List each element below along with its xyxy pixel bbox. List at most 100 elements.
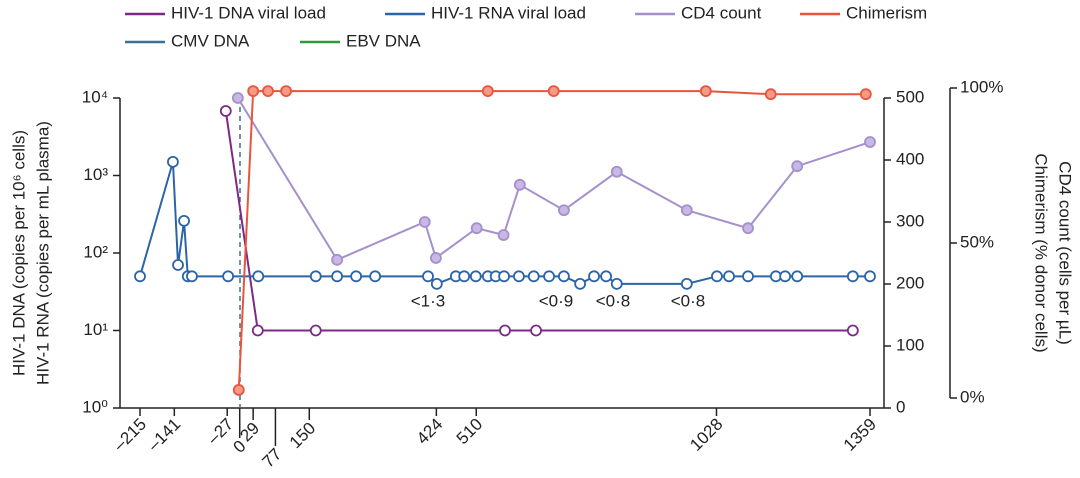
y3-tick-label: 50% bbox=[960, 232, 994, 251]
series-line bbox=[224, 110, 853, 332]
data-point bbox=[178, 214, 190, 227]
data-point bbox=[791, 160, 804, 173]
x-tick-label: –141 bbox=[144, 415, 184, 455]
annotation: <0·9 bbox=[539, 291, 574, 310]
data-point bbox=[331, 253, 344, 266]
data-point bbox=[309, 270, 322, 283]
y2-tick-label: 100 bbox=[896, 335, 924, 354]
data-point bbox=[846, 324, 859, 337]
data-point bbox=[422, 270, 434, 283]
y2-tick-label: 0 bbox=[896, 397, 905, 416]
data-point bbox=[588, 270, 600, 283]
data-point bbox=[497, 229, 510, 241]
legend-label: CMV DNA bbox=[171, 31, 250, 50]
x-tick-label: 1028 bbox=[686, 415, 726, 455]
data-point bbox=[610, 277, 623, 290]
legend-label: CD4 count bbox=[681, 3, 762, 22]
data-point bbox=[846, 270, 859, 283]
data-point bbox=[530, 324, 542, 337]
data-point bbox=[864, 136, 876, 148]
data-point bbox=[222, 270, 235, 283]
legend-label: HIV-1 DNA viral load bbox=[171, 3, 326, 22]
data-point bbox=[791, 270, 804, 283]
data-point bbox=[186, 270, 198, 283]
data-point bbox=[498, 270, 510, 283]
x-tick-label: –215 bbox=[110, 415, 150, 455]
data-point bbox=[458, 270, 471, 283]
y3-tick-label: 100% bbox=[960, 77, 1003, 96]
y2-axis-title: CD4 count (cells per µL) bbox=[1056, 161, 1075, 345]
data-point bbox=[429, 252, 442, 264]
annotation: <0·8 bbox=[671, 291, 706, 310]
data-point bbox=[764, 88, 777, 101]
data-point bbox=[262, 85, 274, 97]
data-point bbox=[742, 222, 754, 235]
data-point bbox=[499, 324, 511, 337]
data-point bbox=[280, 85, 292, 97]
data-point bbox=[470, 222, 483, 235]
series-line bbox=[237, 90, 866, 390]
data-point bbox=[251, 324, 264, 337]
x-tick-label: 424 bbox=[413, 415, 446, 448]
y-tick-label: 10¹ bbox=[83, 320, 108, 339]
annotation: <0·8 bbox=[596, 291, 631, 310]
data-point bbox=[610, 165, 623, 178]
data-point bbox=[331, 270, 344, 283]
y2-axis-title: Chimerism (% donor cells) bbox=[1032, 153, 1051, 352]
x-tick-label: 510 bbox=[453, 415, 486, 448]
data-point bbox=[600, 270, 613, 283]
y2-tick-label: 300 bbox=[896, 211, 924, 230]
data-point bbox=[430, 277, 443, 290]
x-tick-label: 77 bbox=[259, 445, 286, 472]
data-point bbox=[543, 270, 555, 283]
x-tick-label: 1359 bbox=[840, 415, 880, 455]
data-point bbox=[547, 85, 560, 97]
legend-label: Chimerism bbox=[846, 3, 927, 22]
data-point bbox=[513, 178, 526, 191]
y-tick-label: 10³ bbox=[83, 165, 108, 184]
data-point bbox=[859, 88, 872, 101]
legend-label: HIV-1 RNA viral load bbox=[431, 3, 586, 22]
data-point bbox=[369, 270, 382, 283]
data-point bbox=[558, 270, 570, 283]
y-axis-title: HIV-1 RNA (copies per mL plasma) bbox=[33, 121, 52, 385]
y-tick-label: 10⁰ bbox=[82, 397, 108, 416]
data-point bbox=[350, 270, 363, 283]
data-point bbox=[699, 85, 712, 97]
data-point bbox=[723, 270, 735, 283]
data-point bbox=[864, 270, 876, 283]
data-point bbox=[167, 155, 179, 168]
y-tick-label: 10⁴ bbox=[82, 87, 108, 106]
data-point bbox=[252, 270, 265, 283]
y2-tick-label: 500 bbox=[896, 87, 924, 106]
x-tick-label: 150 bbox=[286, 419, 319, 452]
data-point bbox=[711, 270, 723, 283]
data-point bbox=[558, 204, 570, 217]
y3-tick-label: 0% bbox=[960, 387, 985, 406]
data-point bbox=[309, 324, 322, 337]
data-point bbox=[232, 384, 245, 396]
data-point bbox=[172, 259, 184, 271]
data-point bbox=[247, 85, 260, 97]
data-point bbox=[418, 216, 431, 228]
y2-tick-label: 200 bbox=[896, 273, 924, 292]
y2-tick-label: 400 bbox=[896, 149, 924, 168]
data-point bbox=[513, 270, 525, 283]
data-point bbox=[219, 105, 232, 117]
data-point bbox=[134, 270, 146, 283]
y-tick-label: 10² bbox=[83, 242, 108, 261]
data-point bbox=[680, 277, 693, 290]
data-point bbox=[680, 204, 693, 217]
data-point bbox=[469, 270, 482, 283]
y-axis-title: HIV-1 DNA (copies per 10⁶ cells) bbox=[9, 130, 28, 376]
legend-label: EBV DNA bbox=[346, 31, 421, 50]
series-line bbox=[237, 97, 871, 262]
data-point bbox=[231, 92, 244, 104]
data-point bbox=[574, 277, 587, 290]
data-point bbox=[779, 270, 792, 283]
data-point bbox=[481, 85, 494, 97]
data-point bbox=[527, 270, 540, 283]
annotation: <1·3 bbox=[411, 291, 446, 310]
data-point bbox=[742, 270, 754, 283]
